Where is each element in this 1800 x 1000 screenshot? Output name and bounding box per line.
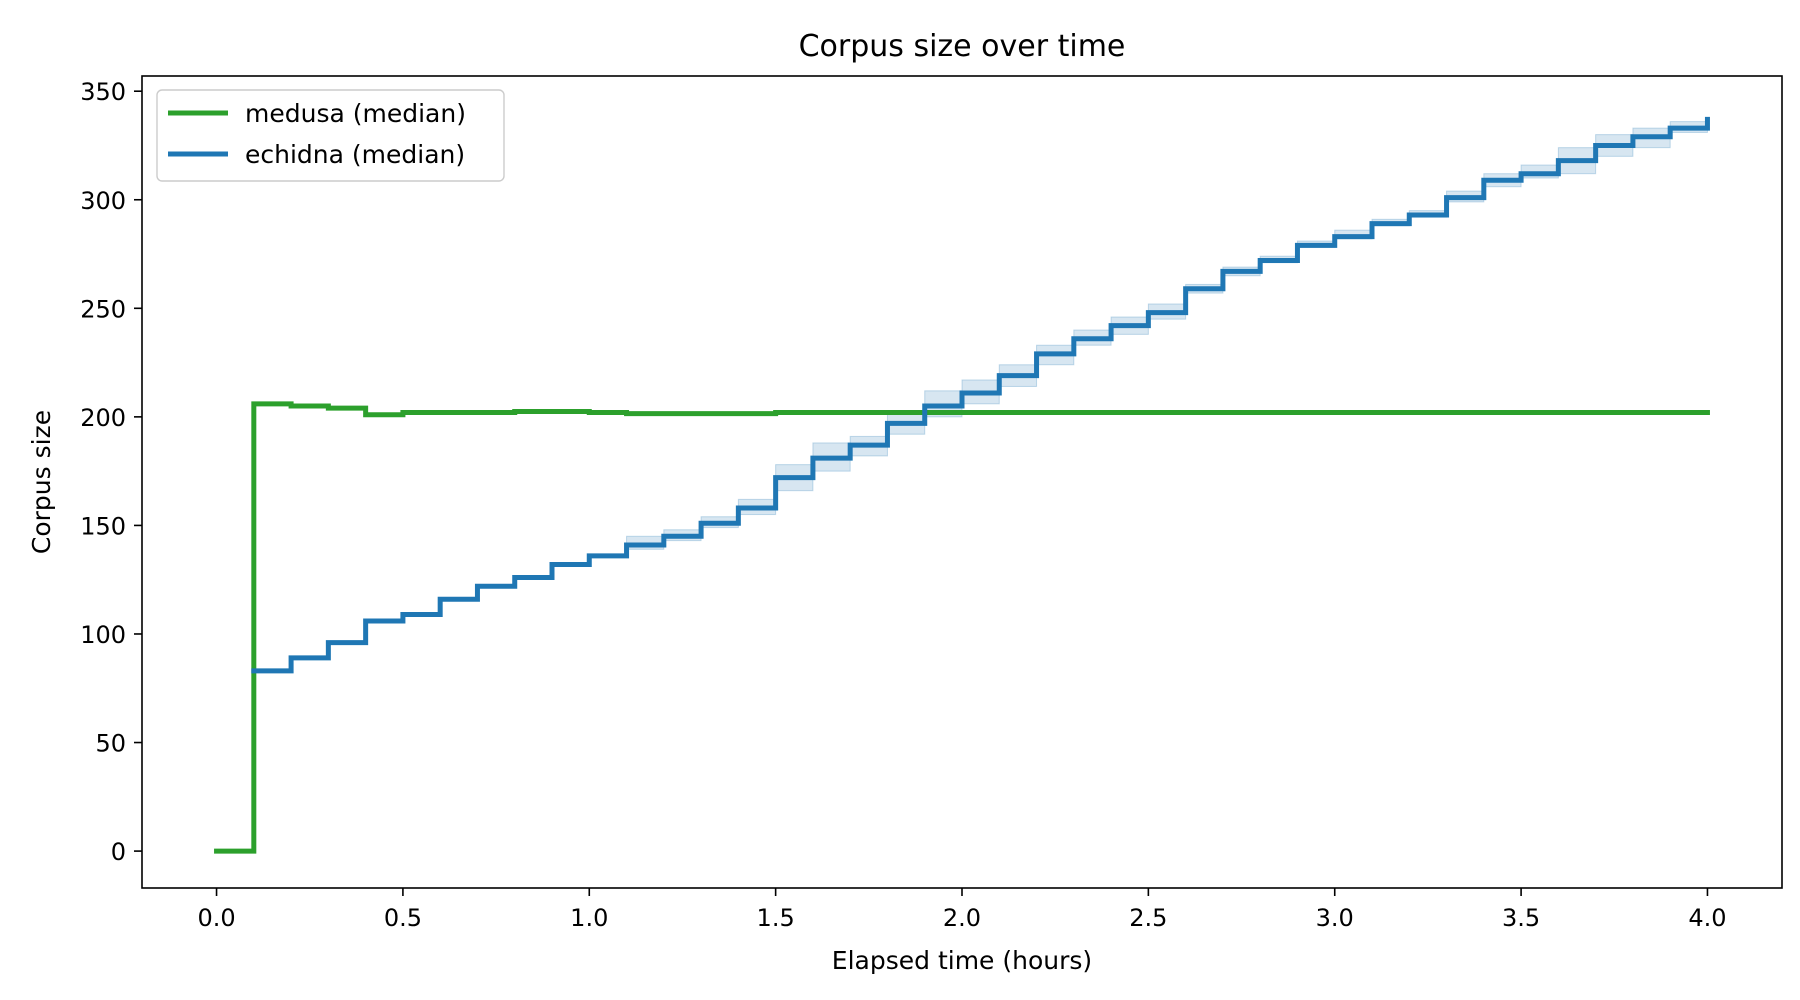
y-tick-label: 250 bbox=[80, 295, 126, 323]
y-tick-label: 50 bbox=[95, 730, 126, 758]
y-tick-label: 150 bbox=[80, 512, 126, 540]
x-tick-label: 4.0 bbox=[1688, 904, 1726, 932]
x-tick-label: 0.5 bbox=[384, 904, 422, 932]
x-axis-label: Elapsed time (hours) bbox=[832, 946, 1092, 975]
x-tick-label: 1.5 bbox=[757, 904, 795, 932]
x-tick-label: 2.5 bbox=[1129, 904, 1167, 932]
y-tick-label: 100 bbox=[80, 621, 126, 649]
x-tick-label: 1.0 bbox=[570, 904, 608, 932]
x-tick-label: 0.0 bbox=[197, 904, 235, 932]
legend: medusa (median) echidna (median) bbox=[156, 89, 505, 182]
x-axis: 0.0 0.5 1.0 1.5 2.0 2.5 3.0 3.5 4.0 bbox=[197, 888, 1727, 932]
echidna-line bbox=[251, 116, 1710, 674]
y-tick-label: 200 bbox=[80, 404, 126, 432]
plot-area bbox=[214, 116, 1710, 854]
legend-label-echidna: echidna (median) bbox=[245, 140, 465, 169]
x-tick-label: 3.0 bbox=[1316, 904, 1354, 932]
medusa-line bbox=[214, 401, 1710, 854]
series-lines bbox=[214, 116, 1710, 854]
y-tick-label: 350 bbox=[80, 78, 126, 106]
y-tick-label: 300 bbox=[80, 187, 126, 215]
legend-label-medusa: medusa (median) bbox=[245, 99, 466, 128]
y-tick-label: 0 bbox=[111, 838, 126, 866]
legend-box bbox=[156, 89, 505, 182]
chart-title: Corpus size over time bbox=[799, 29, 1126, 64]
y-axis-label: Corpus size bbox=[27, 410, 56, 554]
x-tick-label: 2.0 bbox=[943, 904, 981, 932]
x-tick-label: 3.5 bbox=[1502, 904, 1540, 932]
y-axis: 0 50 100 150 200 250 300 350 bbox=[80, 78, 142, 866]
